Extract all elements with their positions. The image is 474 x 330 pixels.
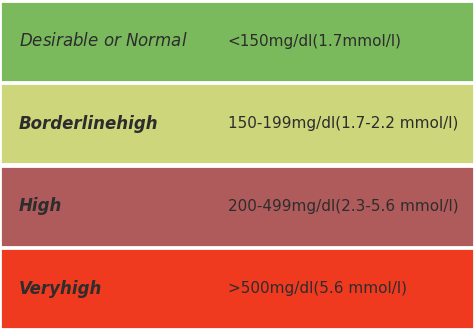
Text: Borderlinehigh: Borderlinehigh	[19, 115, 159, 133]
Text: High: High	[19, 197, 63, 215]
Text: <150mg/dl(1.7mmol/l): <150mg/dl(1.7mmol/l)	[228, 34, 401, 49]
FancyBboxPatch shape	[0, 83, 474, 164]
FancyBboxPatch shape	[0, 166, 474, 247]
Text: Veryhigh: Veryhigh	[19, 280, 102, 298]
FancyBboxPatch shape	[0, 1, 474, 82]
Text: 200-499mg/dl(2.3-5.6 mmol/l): 200-499mg/dl(2.3-5.6 mmol/l)	[228, 199, 458, 214]
FancyBboxPatch shape	[0, 248, 474, 329]
Text: 150-199mg/dl(1.7-2.2 mmol/l): 150-199mg/dl(1.7-2.2 mmol/l)	[228, 116, 458, 131]
Text: >500mg/dl(5.6 mmol/l): >500mg/dl(5.6 mmol/l)	[228, 281, 407, 296]
Text: $\bf{\mathit{Desirable}}$ $\mathit{or}$ $\bf{\mathit{Normal}}$: $\bf{\mathit{Desirable}}$ $\mathit{or}$ …	[19, 32, 188, 50]
